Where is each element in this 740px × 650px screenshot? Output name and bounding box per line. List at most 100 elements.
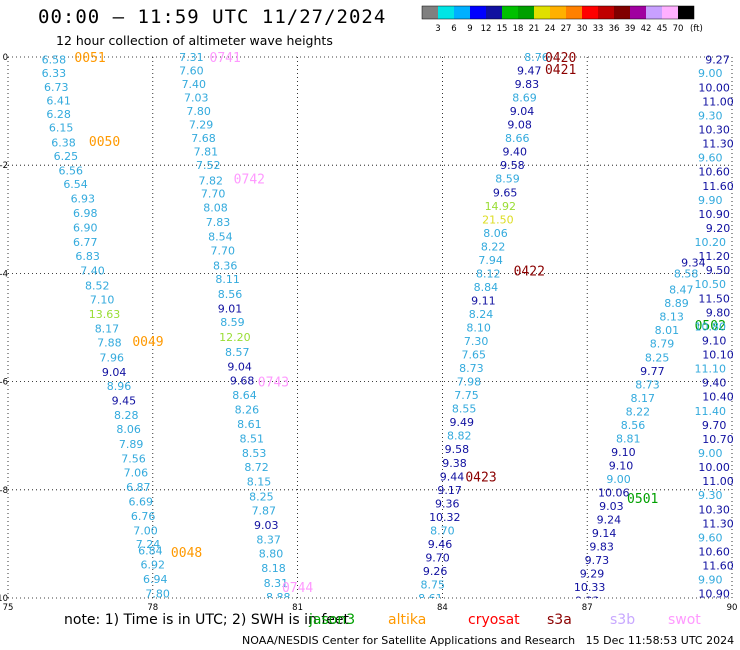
swh-value-label: 8.82	[447, 430, 472, 443]
pass-number-label: 0744	[282, 581, 313, 596]
swh-value-label: 8.53	[242, 447, 267, 460]
pass-number-label: 0421	[545, 63, 576, 78]
colorbar-swatch	[454, 6, 470, 19]
swh-value-label: 9.24	[597, 514, 622, 527]
swh-value-label: 9.27	[705, 54, 730, 67]
swh-value-label: 14.92	[485, 200, 517, 213]
swh-value-label: 9.44	[440, 470, 465, 483]
swh-value-label: 11.30	[702, 138, 734, 151]
swh-value-label: 6.56	[58, 165, 83, 178]
swh-value-label: 8.76	[524, 51, 549, 64]
pass-number-label: 0423	[465, 470, 496, 485]
swh-value-label: 6.33	[42, 67, 67, 80]
swh-value-label: 8.89	[664, 297, 689, 310]
x-tick-label: 75	[3, 603, 14, 613]
swh-value-label: 9.34	[681, 257, 706, 270]
swh-value-label: 8.64	[232, 389, 257, 402]
swh-value-label: 9.10	[609, 459, 634, 472]
colorbar-swatch	[598, 6, 614, 19]
swh-value-label: 6.28	[46, 108, 71, 121]
swh-value-label: 9.04	[227, 360, 252, 373]
swh-value-label: 9.47	[517, 65, 542, 78]
swh-value-label: 8.11	[215, 273, 240, 286]
swh-value-label: 21.50	[482, 213, 514, 226]
swh-value-label: 8.22	[626, 405, 651, 418]
mission-legend-s3a: s3a	[547, 612, 572, 628]
swh-value-label: 9.70	[425, 551, 450, 564]
swh-value-label: 8.25	[249, 490, 274, 503]
pass-number-label: 0420	[545, 51, 576, 66]
colorbar-label: 3	[435, 24, 440, 34]
colorbar-label: 42	[641, 24, 652, 34]
swh-value-label: 12.20	[219, 331, 251, 344]
swh-value-label: 9.00	[606, 473, 631, 486]
swh-value-label: 9.03	[599, 500, 624, 513]
swh-value-label: 9.40	[503, 146, 528, 159]
swh-value-label: 8.08	[203, 201, 228, 214]
swh-value-label: 6.69	[128, 496, 153, 509]
colorbar-label: 39	[625, 24, 636, 34]
swh-value-label: 6.54	[63, 178, 88, 191]
mission-legend-altika: altika	[388, 612, 427, 628]
swh-value-label: 8.66	[505, 132, 530, 145]
pass-number-label: 0742	[234, 173, 265, 188]
swh-value-label: 6.98	[73, 207, 98, 220]
color-legend: 3 6 9 12 15 18 21 24 27 30 33 36 39 42 45 70 (ft)	[421, 5, 703, 34]
swh-value-label: 9.00	[698, 67, 723, 80]
swh-value-label: 8.88	[266, 591, 291, 604]
swh-value-label: 10.50	[695, 278, 727, 291]
swh-value-label: 8.51	[239, 432, 264, 445]
colorbar-label: 45	[657, 24, 668, 34]
footnote: note: 1) Time is in UTC; 2) SWH is in fe…	[64, 612, 350, 628]
swh-value-label: 8.61	[237, 418, 262, 431]
colorbar-swatch	[438, 6, 454, 19]
y-tick-label: -10	[0, 594, 8, 604]
swh-value-label: 9.60	[698, 531, 723, 544]
swh-value-label: 7.96	[100, 351, 125, 364]
colorbar-label: 6	[451, 24, 456, 34]
pass-number-label: 0741	[210, 51, 241, 66]
credit-line: NOAA/NESDIS Center for Satellite Applica…	[242, 634, 735, 647]
swh-value-label: 9.36	[435, 497, 460, 510]
swh-value-label: 7.60	[179, 65, 204, 78]
swh-value-label: 9.90	[698, 574, 723, 587]
colorbar-swatch	[646, 6, 662, 19]
swh-value-label: 10.90	[698, 208, 730, 221]
swh-value-label: 7.80	[186, 105, 211, 118]
swh-value-label: 11.60	[702, 180, 734, 193]
colorbar-label: 27	[561, 24, 572, 34]
swh-value-label: 8.17	[630, 392, 655, 405]
swh-value-label: 8.55	[452, 403, 477, 416]
colorbar-swatch	[486, 6, 502, 19]
swh-value-label: 7.40	[182, 78, 207, 91]
swh-value-label: 9.20	[706, 222, 731, 235]
swh-value-label: 9.58	[445, 443, 470, 456]
swh-value-label: 9.65	[493, 186, 518, 199]
swh-value-label: 8.22	[481, 240, 506, 253]
colorbar-swatch	[470, 6, 486, 19]
swh-value-label: 8.56	[218, 288, 243, 301]
swh-value-label: 8.31	[264, 577, 289, 590]
swh-value-label: 7.56	[121, 452, 146, 465]
x-tick-label: 90	[727, 603, 738, 613]
swh-value-label: 7.10	[90, 293, 115, 306]
swh-value-label: 10.00	[698, 81, 730, 94]
swh-value-label: 9.58	[500, 159, 525, 172]
chart-title: 00:00 – 11:59 UTC 11/27/2024	[38, 6, 387, 28]
swh-value-label: 8.10	[466, 322, 491, 335]
colorbar-swatch	[550, 6, 566, 19]
swh-value-label: 9.80	[706, 306, 731, 319]
mission-legend-swot: swot	[668, 612, 701, 628]
mission-legend-cryosat: cryosat	[468, 612, 520, 628]
swh-value-label: 6.83	[75, 250, 100, 263]
swh-value-label: 9.04	[510, 105, 535, 118]
swh-value-label: 10.32	[429, 511, 461, 524]
swh-value-label: 9.45	[112, 395, 137, 408]
swh-value-label: 7.75	[454, 389, 479, 402]
swh-value-label: 8.59	[220, 316, 245, 329]
colorbar-label: 9	[467, 24, 472, 34]
swh-value-label: 6.94	[143, 573, 168, 586]
swh-value-label: 11.60	[702, 560, 734, 573]
pass-number-label: 0048	[171, 546, 202, 561]
swh-value-label: 7.94	[478, 254, 503, 267]
